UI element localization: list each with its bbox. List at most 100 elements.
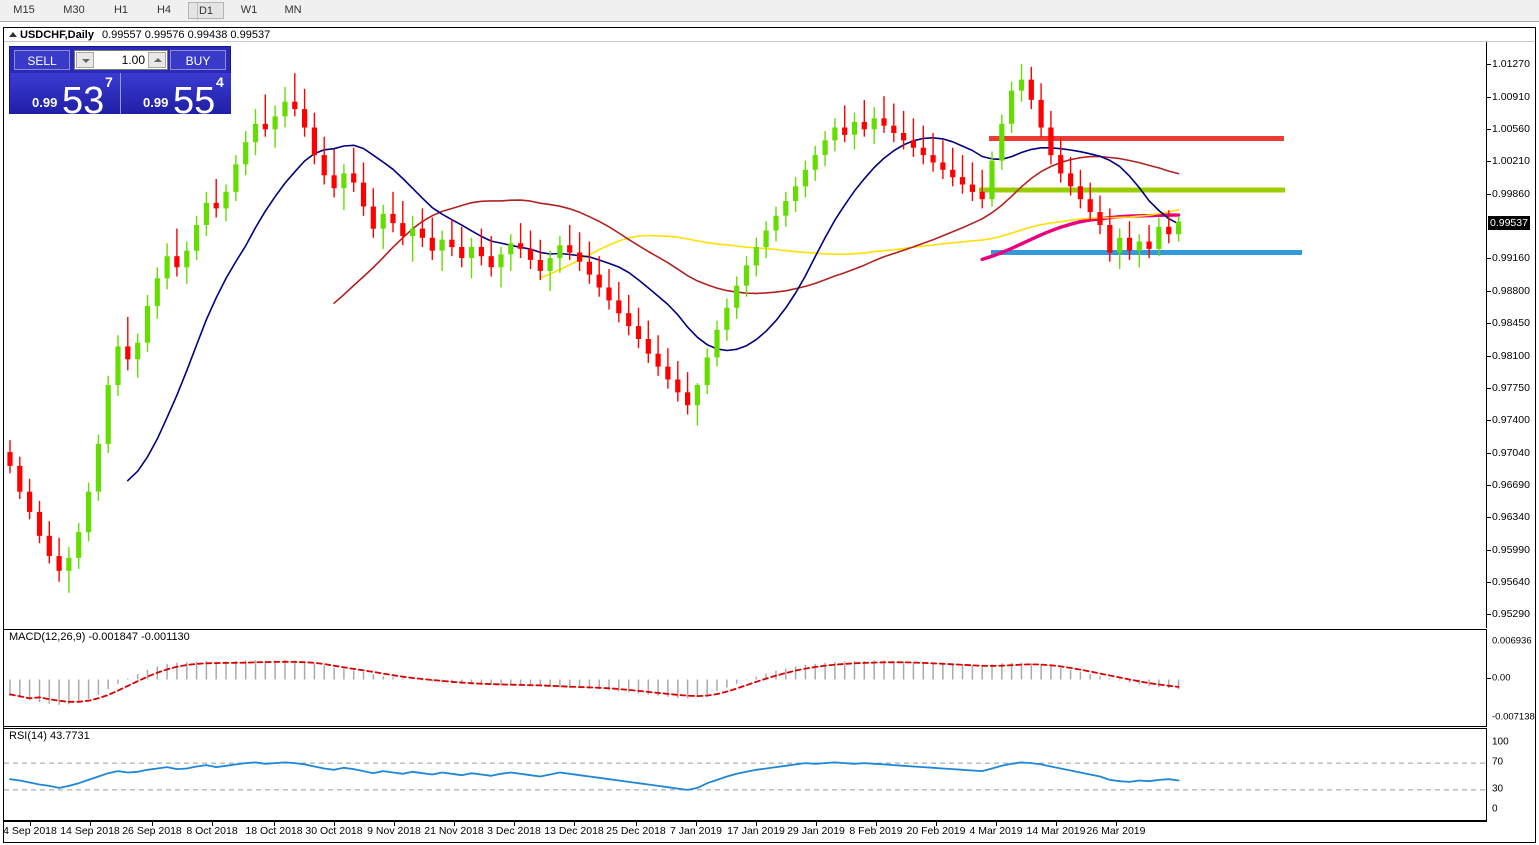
price-pane[interactable]	[4, 42, 1487, 628]
timeframe-m15[interactable]: M15	[13, 4, 35, 16]
price-tick-mark	[1487, 64, 1491, 65]
date-tick-mark	[876, 822, 877, 826]
price-tick-mark	[1487, 387, 1491, 389]
bid-price-fraction: 7	[105, 74, 113, 90]
date-tick-label: 3 Dec 2018	[487, 825, 541, 837]
price-tick-label: 0.95990	[1492, 543, 1530, 556]
bid-price-main: 53	[62, 80, 105, 114]
price-tick-label: 0.97400	[1492, 413, 1530, 426]
ask-price-main: 55	[173, 80, 216, 114]
symbol-label: USDCHF,Daily	[20, 29, 94, 41]
macd-tick-mark	[1487, 678, 1491, 680]
macd-tick-label: -0.007138	[1492, 711, 1535, 723]
one-click-trading-panel[interactable]: SELL 1.00 BUY 0.99 53 7 0.99 55 4	[9, 46, 231, 114]
rsi-tick-label: 0	[1492, 803, 1498, 815]
rsi-tick-label: 100	[1492, 736, 1509, 748]
macd-label: MACD(12,26,9) -0.001847 -0.001130	[9, 631, 190, 643]
price-tick-label: 1.01270	[1492, 58, 1530, 70]
date-tick-label: 18 Oct 2018	[245, 825, 303, 837]
price-tick-mark	[1487, 614, 1491, 615]
macd-tick-label: 0.006936	[1492, 635, 1532, 647]
date-tick-label: 21 Nov 2018	[424, 825, 484, 837]
macd-tick-label: 0.00	[1492, 672, 1511, 684]
volume-value[interactable]: 1.00	[121, 53, 145, 67]
price-tick-label: 0.95640	[1492, 575, 1530, 588]
timeframe-w1[interactable]: W1	[240, 4, 258, 16]
date-tick-mark	[90, 822, 91, 826]
timeframe-h4[interactable]: H4	[156, 4, 172, 16]
toolbar-separator	[197, 2, 198, 20]
date-tick-label: 13 Dec 2018	[544, 825, 604, 837]
bid-price-display[interactable]: 0.99 53 7	[10, 73, 120, 114]
ohlc-values: 0.99557 0.99576 0.99438 0.99537	[101, 29, 271, 41]
price-tick-label: 0.96340	[1492, 511, 1530, 524]
date-tick-mark	[212, 822, 213, 826]
timeframe-h1[interactable]: H1	[113, 4, 129, 16]
price-tick-label: 0.95290	[1492, 608, 1530, 620]
date-tick-mark	[574, 822, 575, 826]
price-tick-mark	[1487, 129, 1491, 131]
buy-button[interactable]: BUY	[170, 50, 226, 70]
bid-price-prefix: 0.99	[32, 95, 58, 110]
date-tick-mark	[636, 822, 637, 826]
date-tick-label: 17 Jan 2019	[727, 825, 785, 837]
date-tick-mark	[454, 822, 455, 826]
timeframe-d1[interactable]: D1	[188, 2, 224, 19]
price-tick-mark	[1487, 453, 1491, 455]
rsi-pane[interactable]: RSI(14) 43.7731	[4, 728, 1487, 821]
price-tick-label: 1.00910	[1492, 91, 1530, 104]
price-tick-mark	[1487, 97, 1491, 99]
ask-price-display[interactable]: 0.99 55 4	[121, 73, 231, 114]
price-tick-label: 0.98100	[1492, 349, 1530, 362]
date-tick-label: 4 Mar 2019	[969, 825, 1023, 837]
price-tick-label: 1.00210	[1492, 155, 1530, 168]
price-tick-mark	[1487, 549, 1491, 551]
rsi-label: RSI(14) 43.7731	[9, 730, 90, 742]
price-tick-mark	[1487, 419, 1491, 421]
macd-scale[interactable]: 0.006936 0.00 -0.007138	[1486, 629, 1535, 727]
date-tick-mark	[394, 822, 395, 826]
rsi-scale[interactable]: 100 70 30 0	[1486, 728, 1535, 821]
date-tick-label: 25 Dec 2018	[606, 825, 666, 837]
date-tick-mark	[756, 822, 757, 826]
macd-signal-line	[9, 660, 1180, 703]
macd-pane[interactable]: MACD(12,26,9) -0.001847 -0.001130	[4, 629, 1487, 727]
sell-button[interactable]: SELL	[14, 50, 70, 70]
volume-increase-icon[interactable]	[148, 52, 166, 68]
date-tick-label: 30 Oct 2018	[305, 825, 363, 837]
date-tick-mark	[816, 822, 817, 826]
date-tick-mark	[696, 822, 697, 826]
date-tick-label: 9 Nov 2018	[367, 825, 421, 837]
price-tick-label: 0.99860	[1492, 187, 1530, 200]
date-scale[interactable]: 4 Sep 2018 14 Sep 2018 26 Sep 2018 8 Oct 20…	[3, 821, 1487, 842]
price-tick-mark	[1487, 193, 1491, 195]
timeframe-mn[interactable]: MN	[284, 4, 302, 16]
date-tick-mark	[996, 822, 997, 826]
price-tick-label: 0.99160	[1492, 252, 1530, 265]
timeframe-m30[interactable]: M30	[63, 4, 85, 16]
current-price-label: 0.99537	[1488, 216, 1530, 231]
date-tick-mark	[334, 822, 335, 826]
collapse-triangle-icon[interactable]	[9, 32, 17, 37]
volume-decrease-icon[interactable]	[76, 52, 94, 68]
price-scale[interactable]: 1.01270 1.00910 1.00560 1.00210 0.99860 0.991…	[1486, 42, 1535, 628]
date-tick-mark	[30, 822, 31, 826]
date-tick-label: 7 Jan 2019	[670, 825, 722, 837]
date-tick-mark	[1116, 822, 1117, 826]
price-tick-label: 1.00560	[1492, 123, 1530, 136]
rsi-tick-label: 30	[1492, 783, 1504, 795]
date-tick-label: 20 Feb 2019	[906, 825, 966, 837]
timeframe-toolbar: M15 M30 H1 H4 D1 W1 MN	[0, 0, 1539, 22]
price-tick-mark	[1487, 161, 1491, 163]
price-tick-mark	[1487, 485, 1491, 487]
quote-divider	[120, 73, 121, 114]
date-tick-mark	[152, 822, 153, 826]
price-tick-label: 0.98800	[1492, 285, 1530, 298]
symbol-ohlc-line: USDCHF,Daily 0.99557 0.99576 0.99438 0.99…	[20, 28, 270, 42]
price-tick-mark	[1487, 323, 1491, 325]
date-tick-label: 8 Oct 2018	[186, 825, 238, 837]
chart-window: USDCHF,Daily 0.99557 0.99576 0.99438 0.99…	[3, 27, 1536, 843]
volume-stepper[interactable]: 1.00	[74, 50, 168, 70]
candlestick-series	[7, 64, 1182, 593]
